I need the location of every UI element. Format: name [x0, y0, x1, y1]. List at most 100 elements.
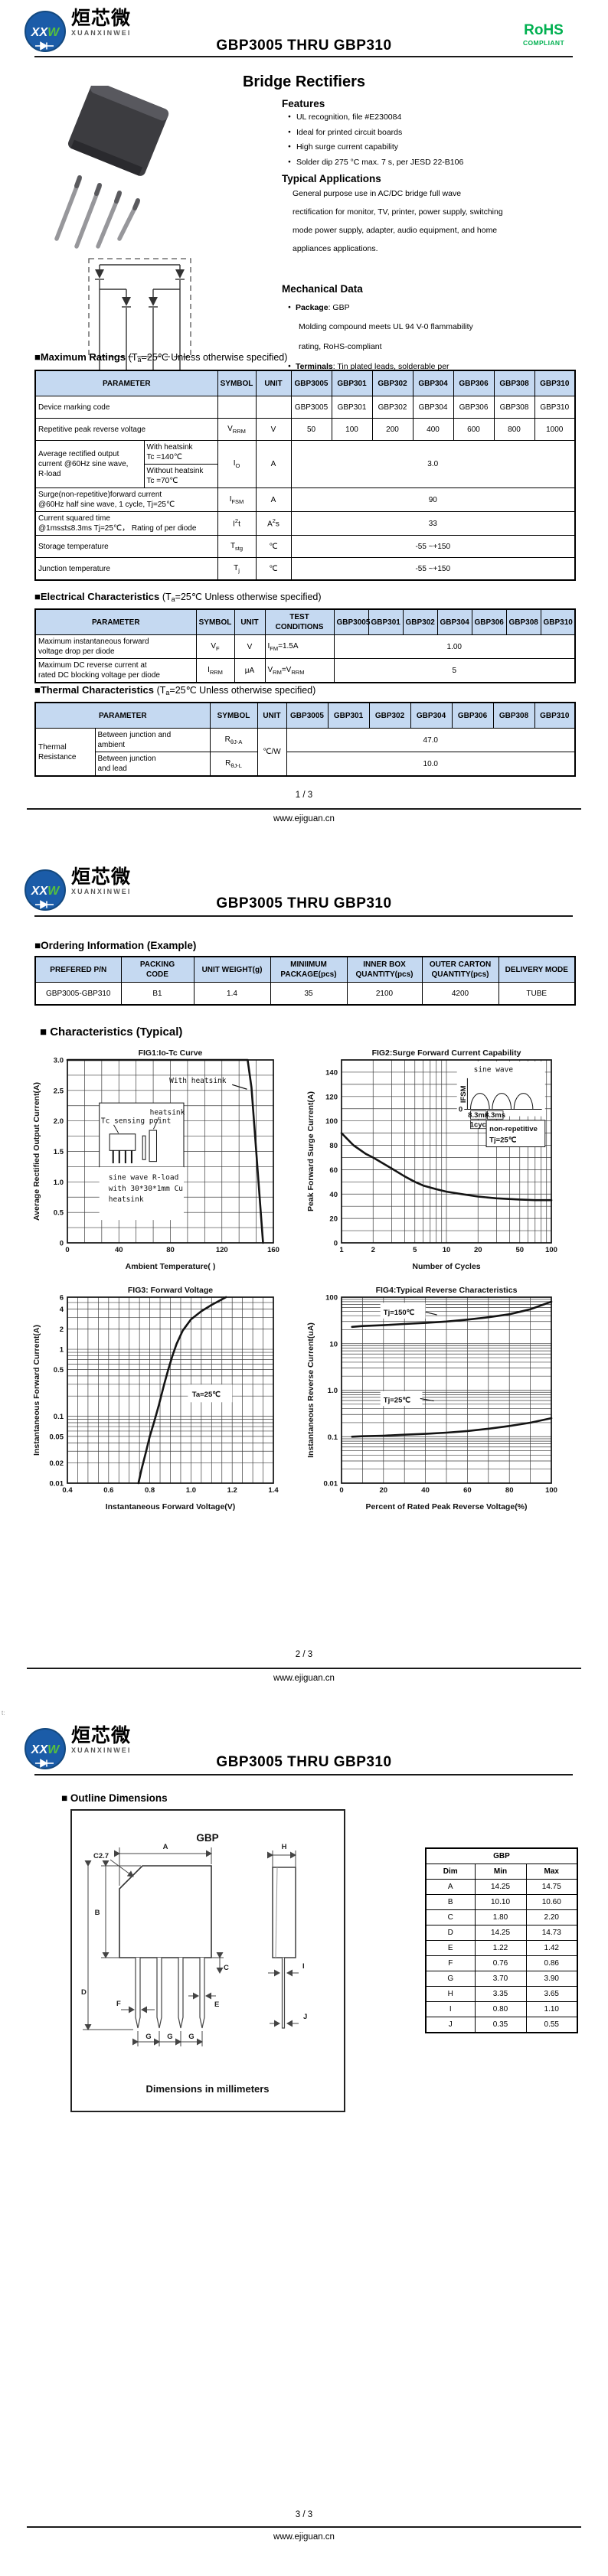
annotation-leader: [232, 1084, 247, 1090]
inset-leader: [113, 1124, 119, 1133]
x-tick-label: 0.4: [62, 1486, 73, 1495]
y-tick-label: 2.5: [54, 1087, 64, 1095]
y-tick-label: 20: [329, 1215, 338, 1224]
plot-border: [341, 1059, 552, 1244]
column-header-cell: GBP308: [505, 608, 541, 635]
table-cell: 14.75: [525, 1879, 578, 1895]
annotation-text: heatsink: [109, 1195, 144, 1204]
table-cell: G: [425, 1971, 476, 1987]
x-tick-label: 80: [505, 1486, 514, 1495]
y-tick-label: 0.01: [324, 1480, 338, 1489]
y-tick-label: 1: [60, 1346, 64, 1355]
table-cell: 1.80: [474, 1909, 527, 1925]
svg-text:F: F: [116, 2000, 121, 2008]
dimensions-table: GBP Dim Min Max A 14.25 14.75 B 10.10 10.60 C 1.80 2…: [425, 1847, 578, 2033]
diode-icon: [95, 269, 185, 306]
inset-box: [487, 1110, 504, 1120]
sine-hump: [470, 1093, 490, 1110]
column-header-cell: SYMBOL: [217, 370, 257, 396]
table-cell: 0.55: [525, 2017, 578, 2033]
characteristics-heading: ■ Characteristics (Typical): [40, 1026, 183, 1039]
svg-text:XXW: XXW: [31, 885, 60, 898]
features-list: UL recognition, file #E230084 Ideal for …: [288, 112, 573, 167]
x-tick-label: 1.4: [268, 1486, 279, 1495]
table-cell: 14.25: [474, 1925, 527, 1941]
table-cell: B: [425, 1894, 476, 1910]
x-tick-label: 100: [545, 1486, 557, 1495]
x-tick-label: 10: [443, 1246, 451, 1254]
mechanical-line: Molding compound meets UL 94 V-0 flammab…: [299, 322, 473, 332]
annotation-text: Tj=25℃: [489, 1136, 517, 1145]
x-tick-label: 120: [216, 1246, 228, 1254]
applications-text: appliances applications.: [293, 244, 378, 253]
website-link[interactable]: www.ejiguan.cn: [273, 2532, 335, 2542]
feature-item: High surge current capability: [288, 142, 573, 152]
series-curve: [340, 1132, 553, 1202]
table-cell: Junction temperature: [34, 557, 218, 581]
inset-leader: [153, 1117, 160, 1130]
applications-text: rectification for monitor, TV, printer, …: [293, 207, 503, 217]
doc-title: GBP3005 THRU GBP310: [216, 1754, 392, 1770]
svg-text:J: J: [303, 2013, 307, 2021]
x-axis-label: Instantaneous Forward Voltage(V): [106, 1502, 236, 1511]
column-header-cell: MINIIMUM PACKAGE(pcs): [270, 956, 348, 983]
table-cell: 3.70: [474, 1971, 527, 1987]
y-tick-label: 2.0: [54, 1117, 64, 1126]
annotation-text: Tj=25℃: [384, 1396, 411, 1404]
y-tick-label: 1.5: [54, 1148, 64, 1156]
y-tick-label: 80: [329, 1142, 338, 1150]
mechanical-line: rating, RoHS-compliant: [299, 341, 382, 351]
table-cell: VRRM: [217, 418, 257, 441]
column-header-cell: TEST CONDITIONS: [264, 608, 335, 635]
table-cell: 3.35: [474, 1986, 527, 2002]
table-cell: Between junction and ambient: [94, 728, 211, 752]
website-link[interactable]: www.ejiguan.cn: [273, 814, 335, 823]
header-rule: [34, 915, 573, 917]
electrical-heading: ■Electrical Characteristics (Ta=25℃ Unle…: [34, 591, 322, 603]
x-tick-label: 80: [166, 1246, 175, 1254]
table-cell: Tj: [217, 557, 257, 581]
pkg-side: [142, 1135, 146, 1160]
table-cell: GBP310: [534, 396, 576, 419]
table-cell: 1.42: [525, 1940, 578, 1956]
inset-bg: [456, 1061, 545, 1117]
table-cell: A: [255, 440, 292, 488]
table-cell: Tstg: [217, 535, 257, 558]
x-tick-label: 0.6: [103, 1486, 113, 1495]
table-cell: Dim: [425, 1864, 476, 1880]
website-link[interactable]: www.ejiguan.cn: [273, 1674, 335, 1683]
x-tick-label: 20: [474, 1246, 482, 1254]
x-tick-label: 1.2: [227, 1486, 237, 1495]
series-curve: [66, 1058, 264, 1244]
x-tick-label: 60: [463, 1486, 472, 1495]
y-tick-label: 0: [334, 1240, 338, 1248]
column-header-cell: UNIT: [255, 370, 292, 396]
svg-text:G: G: [167, 2033, 172, 2041]
table-cell: VRM=VRRM: [264, 658, 335, 683]
header-rule: [34, 56, 573, 57]
y-tick-label: 60: [329, 1166, 338, 1175]
table-cell: D: [425, 1925, 476, 1941]
table-cell: 400: [412, 418, 454, 441]
column-header-cell: GBP306: [471, 608, 507, 635]
outline-drawing-box: GBP C2.7 A B D C E F G G G H: [70, 1809, 345, 2112]
applications-section: Typical Applications General purpose use…: [282, 173, 588, 258]
table-cell: 5: [333, 658, 576, 683]
feature-item: UL recognition, file #E230084: [288, 112, 573, 122]
annotation-text: sine wave R-load: [109, 1174, 179, 1182]
x-tick-label: 1.0: [186, 1486, 196, 1495]
footer-rule: [27, 1668, 581, 1669]
table-cell: 35: [270, 982, 348, 1006]
doc-title: GBP3005 THRU GBP310: [216, 895, 392, 911]
table-cell: GBP304: [412, 396, 454, 419]
table-cell: 90: [290, 487, 576, 512]
table-cell: F: [425, 1955, 476, 1971]
x-axis-label: Percent of Rated Peak Reverse Voltage(%): [365, 1502, 527, 1511]
feature-item: Ideal for printed circuit boards: [288, 128, 573, 137]
table-cell: -55 ~+150: [290, 557, 576, 581]
column-header-cell: GBP302: [371, 370, 414, 396]
y-axis-label: Instantaneous Forward Current(A): [32, 1325, 41, 1456]
table-cell: E: [425, 1940, 476, 1956]
page-number: 3 / 3: [295, 2510, 313, 2519]
